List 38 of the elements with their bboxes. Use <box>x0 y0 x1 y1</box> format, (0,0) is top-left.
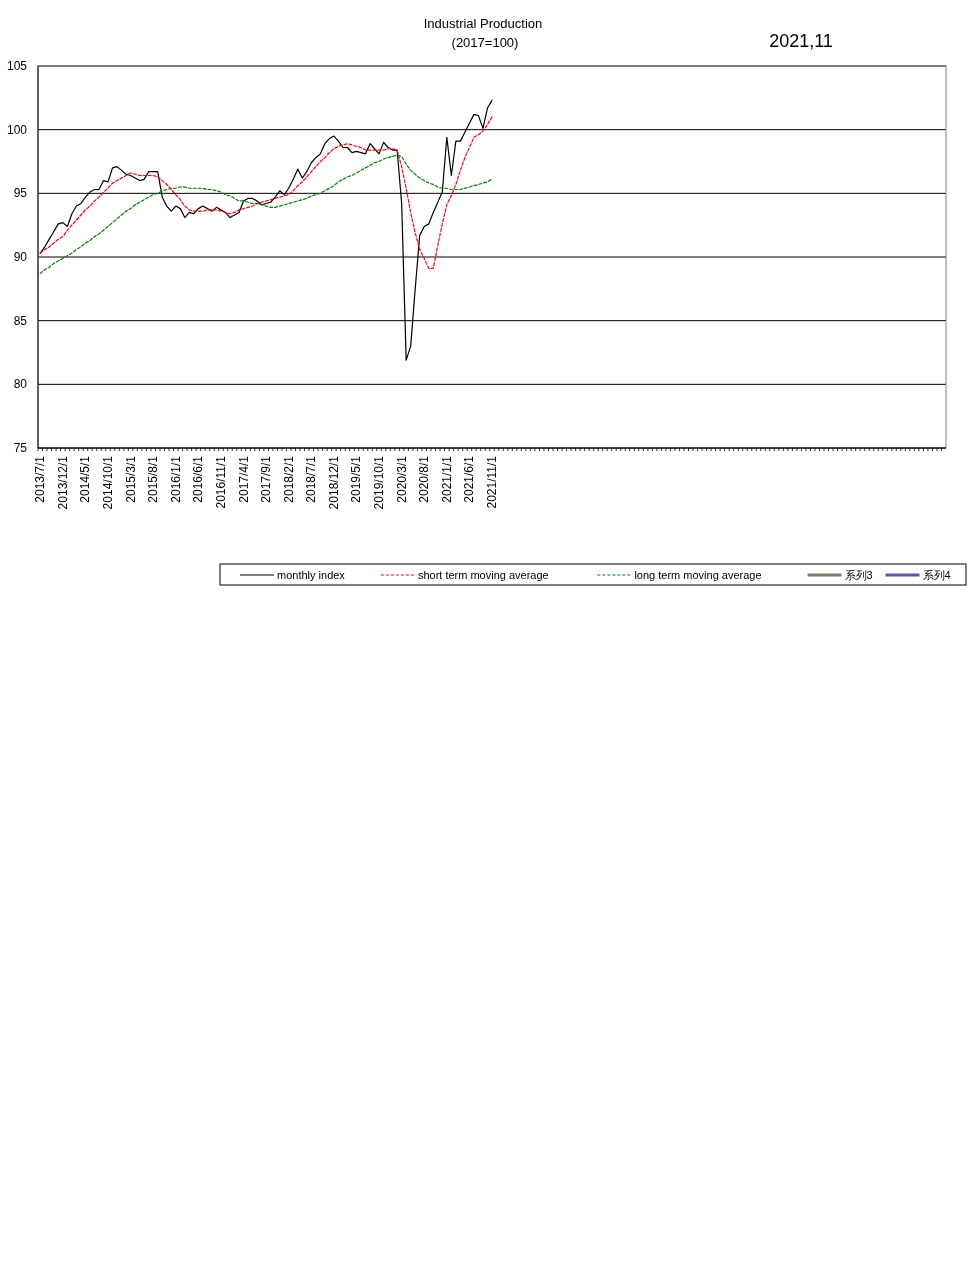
line-series <box>39 154 493 275</box>
legend-label: monthly index <box>277 569 346 581</box>
legend-label: short term moving average <box>417 569 549 581</box>
x-tick-label: 2021/1/1 <box>439 455 454 503</box>
legend-label: 系列4 <box>922 569 951 581</box>
x-tick-label: 2020/3/1 <box>394 455 409 503</box>
x-tick-label: 2015/8/1 <box>146 455 161 503</box>
x-tick-label: 2016/11/1 <box>213 455 228 509</box>
x-tick-label: 2018/7/1 <box>304 455 319 503</box>
x-tick-label: 2021/6/1 <box>462 455 477 503</box>
x-tick-label: 2018/12/1 <box>326 455 341 510</box>
x-tick-label: 2014/5/1 <box>78 455 93 503</box>
x-tick-label: 2013/7/1 <box>33 455 48 503</box>
x-tick-label: 2019/5/1 <box>349 455 364 503</box>
chart-subtitle: (2017=100) <box>451 35 519 50</box>
y-tick-label: 105 <box>6 59 28 73</box>
x-tick-label: 2020/8/1 <box>417 455 432 503</box>
line-series <box>39 116 493 270</box>
x-tick-label: 2014/10/1 <box>101 455 116 510</box>
y-tick-label: 80 <box>13 377 28 392</box>
legend-label: 系列3 <box>844 569 873 581</box>
x-tick-label: 2015/3/1 <box>123 455 138 503</box>
y-tick-label: 85 <box>13 313 28 328</box>
x-tick-label: 2016/1/1 <box>168 455 183 503</box>
x-tick-label: 2013/12/1 <box>55 455 70 510</box>
x-tick-label: 2016/6/1 <box>191 455 206 503</box>
y-tick-label: 95 <box>13 186 28 201</box>
y-tick-label: 100 <box>6 122 28 137</box>
x-tick-label: 2019/10/1 <box>372 455 387 510</box>
x-tick-label: 2018/2/1 <box>281 455 296 503</box>
x-tick-label: 2017/4/1 <box>236 455 251 503</box>
chart-title: Industrial Production <box>423 16 543 31</box>
text: 2021,11 <box>769 31 833 51</box>
legend-label: long term moving average <box>634 569 762 581</box>
x-tick-label: 2017/9/1 <box>259 455 274 503</box>
x-tick-label: 2021/11/1 <box>485 455 499 509</box>
y-tick-label: 75 <box>13 441 28 455</box>
y-tick-label: 90 <box>13 250 28 264</box>
